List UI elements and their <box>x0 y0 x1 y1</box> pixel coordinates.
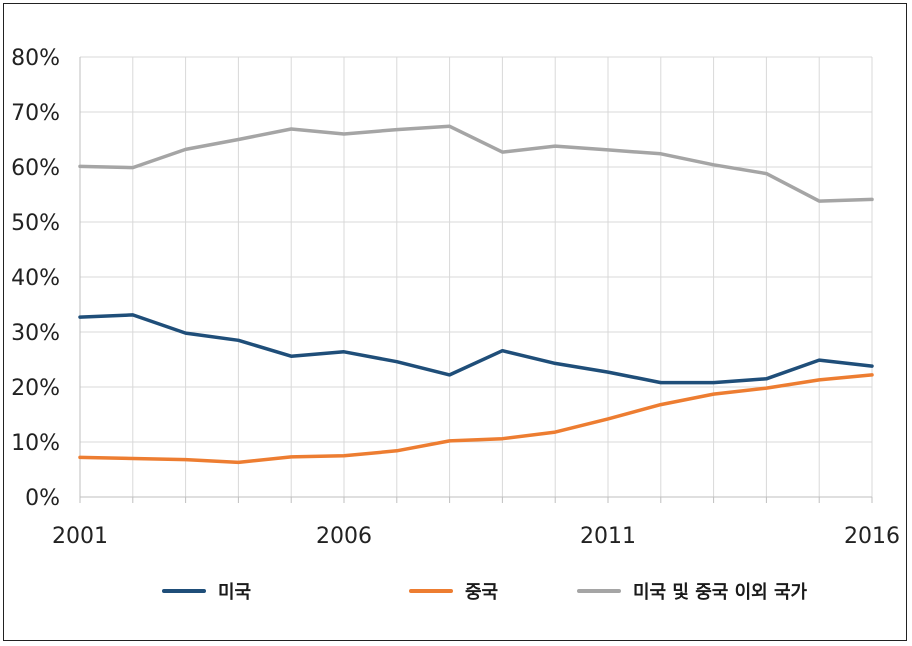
y-tick-label: 70% <box>11 101 60 126</box>
y-tick-label: 80% <box>11 46 60 71</box>
legend-label-china: 중국 <box>465 582 499 603</box>
legend-item-china: 중국 <box>409 578 498 604</box>
y-tick-label: 20% <box>11 376 60 401</box>
legend-label-other: 미국 및 중국 이외 국가 <box>633 582 808 603</box>
legend-swatch-us <box>162 589 206 593</box>
series-line-us <box>78 313 874 385</box>
legend-item-us: 미국 <box>162 578 251 604</box>
y-tick-label: 30% <box>11 321 60 346</box>
legend-swatch-other <box>577 589 621 593</box>
gridlines <box>80 56 873 497</box>
y-axis-tick-labels: 0% 10% 20% 30% 40% 50% 60% 70% 80% <box>11 46 60 511</box>
series-line-china <box>78 373 874 465</box>
x-axis-tick-labels: 2001 2006 2011 2016 <box>52 524 900 549</box>
y-tick-label: 10% <box>11 431 60 456</box>
axes <box>79 57 873 503</box>
y-tick-label: 60% <box>11 156 60 181</box>
legend: 미국 중국 미국 및 중국 이외 국가 <box>0 570 912 610</box>
legend-label-us: 미국 <box>218 582 252 603</box>
series-line-other <box>78 124 874 203</box>
series-lines <box>78 124 874 465</box>
y-tick-label: 50% <box>11 211 60 236</box>
y-tick-label: 40% <box>11 266 60 291</box>
legend-item-other: 미국 및 중국 이외 국가 <box>577 578 807 604</box>
x-tick-label: 2001 <box>52 524 108 549</box>
x-tick-label: 2006 <box>316 524 372 549</box>
x-tick-label: 2016 <box>844 524 900 549</box>
y-tick-label: 0% <box>25 486 60 511</box>
legend-swatch-china <box>409 589 453 593</box>
x-tick-label: 2011 <box>580 524 636 549</box>
